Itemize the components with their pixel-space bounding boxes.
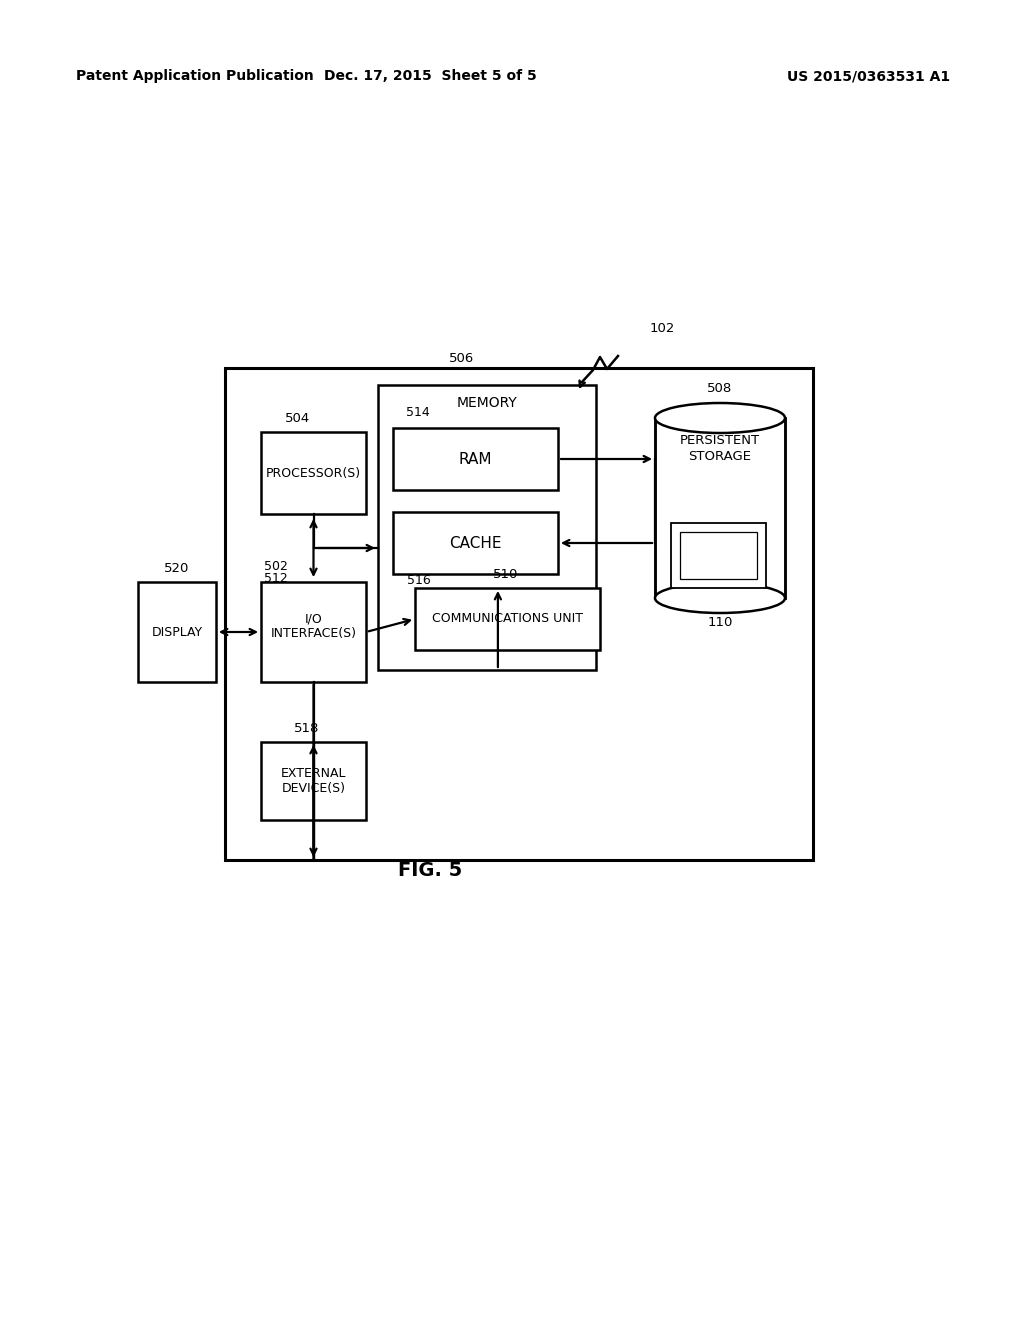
Bar [225,368,813,861]
Text: PROCESSOR(S): PROCESSOR(S) [266,466,361,479]
Text: FIG. 5: FIG. 5 [398,861,462,879]
Text: RAM: RAM [459,451,493,466]
Text: DISPLAY: DISPLAY [152,626,203,639]
Text: Dec. 17, 2015  Sheet 5 of 5: Dec. 17, 2015 Sheet 5 of 5 [324,69,537,83]
Bar [261,432,366,513]
Text: 506: 506 [450,351,475,364]
Text: 508: 508 [708,381,732,395]
Bar [671,523,766,587]
Text: 514: 514 [406,407,430,420]
Text: 502: 502 [264,560,288,573]
Text: MEMORY: MEMORY [457,396,517,411]
Text: 510: 510 [494,568,519,581]
Text: 512: 512 [264,572,288,585]
Text: COMMUNICATIONS UNIT: COMMUNICATIONS UNIT [432,612,583,626]
Text: I/O
INTERFACE(S): I/O INTERFACE(S) [270,612,356,640]
Text: 102: 102 [650,322,676,334]
Bar [378,385,596,671]
Text: CACHE: CACHE [450,536,502,550]
Text: 504: 504 [286,412,310,425]
Ellipse shape [655,583,785,612]
Bar [261,582,366,682]
Text: PERSISTENT: PERSISTENT [680,433,760,446]
Text: 516: 516 [407,574,431,587]
Text: Patent Application Publication: Patent Application Publication [76,69,313,83]
Text: 520: 520 [164,561,189,574]
Bar [393,512,558,574]
Text: 518: 518 [294,722,319,734]
Bar [655,418,785,598]
Text: US 2015/0363531 A1: US 2015/0363531 A1 [786,69,950,83]
Ellipse shape [655,403,785,433]
Bar [415,587,600,649]
Bar [680,532,757,579]
Bar [393,428,558,490]
Bar [261,742,366,820]
Bar [138,582,216,682]
Text: EXTERNAL
DEVICE(S): EXTERNAL DEVICE(S) [281,767,346,795]
Text: 110: 110 [708,615,733,628]
Text: STORAGE: STORAGE [688,450,752,462]
